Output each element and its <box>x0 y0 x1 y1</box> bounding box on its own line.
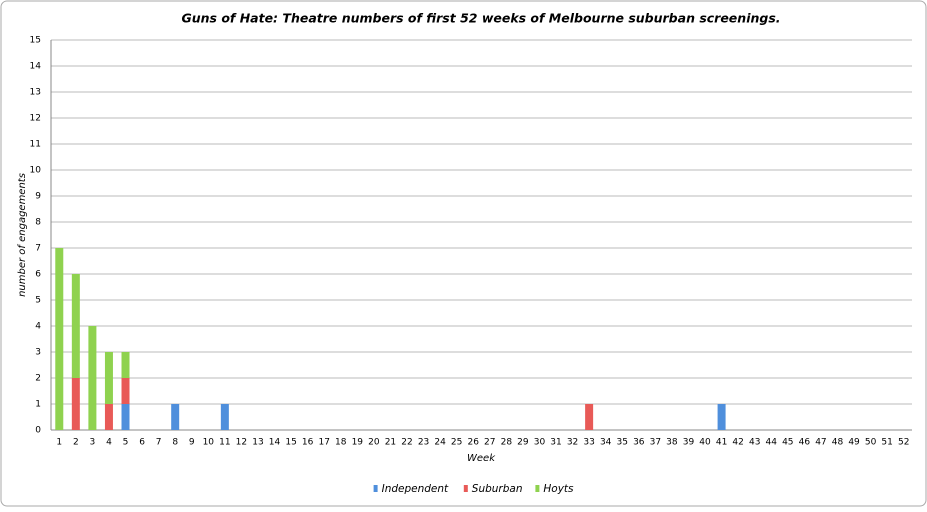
x-tick-label: 16 <box>302 438 314 448</box>
bar-segment <box>121 378 130 404</box>
x-tick-label: 34 <box>600 438 612 448</box>
bar-segment <box>121 352 130 378</box>
y-tick-label: 1 <box>35 400 41 410</box>
x-tick-label: 32 <box>567 438 578 448</box>
y-tick-label: 10 <box>30 166 42 176</box>
x-tick-label: 42 <box>732 438 743 448</box>
y-tick-label: 14 <box>30 62 42 72</box>
x-tick-label: 39 <box>683 438 695 448</box>
x-tick-label: 23 <box>418 438 429 448</box>
x-tick-label: 1 <box>56 438 62 448</box>
x-tick-label: 45 <box>782 438 793 448</box>
x-tick-label: 52 <box>898 438 909 448</box>
x-tick-label: 40 <box>699 438 711 448</box>
y-tick-label: 9 <box>35 192 41 202</box>
bar-segment <box>104 352 113 404</box>
bar-segment <box>585 404 594 430</box>
x-tick-label: 2 <box>73 438 79 448</box>
x-tick-label: 22 <box>401 438 412 448</box>
legend-label: Hoyts <box>543 483 574 495</box>
y-tick-label: 6 <box>35 270 41 280</box>
legend-swatch <box>373 485 378 492</box>
x-tick-label: 25 <box>451 438 462 448</box>
y-tick-label: 8 <box>35 218 41 228</box>
chart-title: Guns of Hate: Theatre numbers of first 5… <box>181 11 780 26</box>
y-tick-label: 7 <box>35 244 41 254</box>
x-tick-label: 18 <box>335 438 347 448</box>
x-tick-label: 47 <box>815 438 826 448</box>
x-tick-label: 44 <box>766 438 778 448</box>
x-tick-label: 41 <box>716 438 727 448</box>
x-tick-label: 48 <box>832 438 844 448</box>
y-tick-label: 3 <box>35 348 41 358</box>
x-tick-label: 15 <box>285 438 296 448</box>
bar-segment <box>171 404 180 430</box>
y-tick-label: 5 <box>35 296 41 306</box>
x-tick-label: 36 <box>633 438 645 448</box>
y-tick-label: 12 <box>30 114 41 124</box>
x-tick-label: 21 <box>385 438 396 448</box>
bar-segment <box>717 404 726 430</box>
x-axis-label: Week <box>467 453 496 464</box>
bar-segment <box>88 326 97 430</box>
legend-label: Independent <box>382 483 449 495</box>
x-tick-label: 10 <box>203 438 215 448</box>
x-tick-label: 46 <box>799 438 811 448</box>
bar-segment <box>121 404 130 430</box>
x-tick-label: 19 <box>352 438 364 448</box>
bar-segment <box>220 404 229 430</box>
x-tick-label: 9 <box>189 438 195 448</box>
x-tick-label: 30 <box>534 438 546 448</box>
x-tick-label: 7 <box>156 438 162 448</box>
x-tick-label: 20 <box>368 438 380 448</box>
x-tick-label: 38 <box>666 438 678 448</box>
x-tick-label: 27 <box>484 438 495 448</box>
x-tick-label: 13 <box>252 438 263 448</box>
y-tick-label: 11 <box>30 140 41 150</box>
bar-segment <box>71 274 80 378</box>
bar-segment <box>55 248 64 430</box>
legend-swatch <box>535 485 540 492</box>
x-tick-label: 8 <box>172 438 178 448</box>
y-tick-label: 2 <box>35 374 41 384</box>
y-tick-label: 4 <box>35 322 41 332</box>
x-tick-label: 12 <box>236 438 247 448</box>
x-tick-label: 26 <box>467 438 479 448</box>
bar-segment <box>71 378 80 430</box>
x-tick-label: 11 <box>219 438 230 448</box>
y-axis-label: number of engagements <box>17 173 28 297</box>
x-tick-label: 37 <box>650 438 661 448</box>
x-tick-label: 6 <box>139 438 145 448</box>
bar-segment <box>104 404 113 430</box>
x-tick-label: 4 <box>106 438 112 448</box>
y-tick-label: 0 <box>35 426 41 436</box>
legend-swatch <box>463 485 468 492</box>
x-tick-label: 29 <box>517 438 529 448</box>
y-tick-label: 13 <box>30 88 41 98</box>
x-tick-label: 51 <box>881 438 892 448</box>
x-tick-label: 49 <box>848 438 860 448</box>
x-tick-label: 50 <box>865 438 877 448</box>
x-tick-label: 35 <box>617 438 628 448</box>
x-tick-label: 5 <box>123 438 129 448</box>
x-tick-label: 31 <box>550 438 561 448</box>
x-tick-label: 14 <box>269 438 281 448</box>
x-tick-label: 33 <box>583 438 594 448</box>
legend-label: Suburban <box>472 483 523 495</box>
x-tick-label: 43 <box>749 438 760 448</box>
x-tick-label: 17 <box>318 438 329 448</box>
y-tick-label: 15 <box>30 36 41 46</box>
x-tick-label: 28 <box>501 438 513 448</box>
x-tick-label: 3 <box>90 438 96 448</box>
x-tick-label: 24 <box>434 438 446 448</box>
